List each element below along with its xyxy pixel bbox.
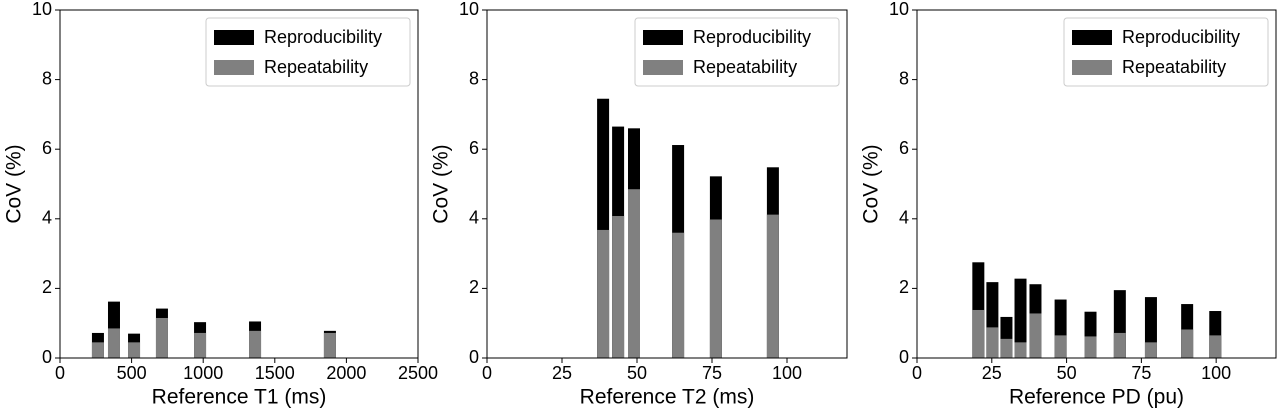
bar bbox=[155, 317, 168, 358]
y-tick-label: 6 bbox=[469, 138, 479, 158]
bar bbox=[1054, 335, 1067, 358]
x-axis-label: Reference T2 (ms) bbox=[580, 386, 755, 409]
y-tick-label: 8 bbox=[899, 68, 909, 88]
x-tick-label: 2500 bbox=[398, 363, 438, 383]
y-tick-label: 4 bbox=[42, 208, 52, 228]
y-tick-label: 2 bbox=[899, 277, 909, 297]
bar bbox=[1113, 332, 1126, 358]
x-axis-label: Reference PD (pu) bbox=[1009, 386, 1184, 409]
bar bbox=[986, 327, 999, 358]
bar bbox=[1181, 329, 1194, 358]
x-tick-label: 25 bbox=[552, 363, 572, 383]
bar bbox=[612, 216, 625, 358]
x-tick-label: 0 bbox=[912, 363, 922, 383]
legend-label: Repeatability bbox=[1122, 57, 1226, 77]
y-tick-label: 0 bbox=[42, 347, 52, 367]
y-tick-label: 2 bbox=[42, 277, 52, 297]
y-tick-label: 10 bbox=[459, 0, 479, 19]
bar bbox=[249, 330, 262, 358]
legend-swatch bbox=[1072, 60, 1112, 75]
bar bbox=[1029, 313, 1042, 358]
x-tick-label: 0 bbox=[482, 363, 492, 383]
bar bbox=[766, 214, 779, 358]
legend-swatch bbox=[214, 30, 254, 45]
x-tick-label: 100 bbox=[1201, 363, 1231, 383]
x-tick-label: 50 bbox=[627, 363, 647, 383]
panel: 0 25 50 75 100 0 2 4 6 8 10 Reference T2 (ms) CoV (%… bbox=[430, 0, 848, 409]
x-tick-label: 0 bbox=[55, 363, 65, 383]
bar bbox=[672, 232, 685, 358]
bar bbox=[1144, 342, 1157, 358]
panel: 0 500 1000 1500 2000 2500 0 2 4 6 8 10 Reference T1 … bbox=[3, 0, 438, 409]
bar bbox=[709, 219, 722, 358]
bar bbox=[1084, 336, 1097, 358]
x-tick-label: 25 bbox=[982, 363, 1002, 383]
x-tick-label: 100 bbox=[772, 363, 802, 383]
bar bbox=[972, 309, 985, 358]
y-tick-label: 8 bbox=[42, 68, 52, 88]
y-tick-label: 10 bbox=[889, 0, 909, 19]
legend-swatch bbox=[643, 30, 683, 45]
legend-box bbox=[1063, 17, 1269, 87]
x-tick-label: 50 bbox=[1057, 363, 1077, 383]
legend-label: Reproducibility bbox=[264, 27, 382, 47]
x-axis-label: Reference T1 (ms) bbox=[152, 386, 327, 409]
axes-frame bbox=[59, 9, 419, 359]
bar bbox=[597, 229, 610, 358]
y-tick-label: 4 bbox=[899, 208, 909, 228]
bar bbox=[1000, 338, 1013, 358]
y-tick-label: 6 bbox=[42, 138, 52, 158]
y-tick-label: 10 bbox=[32, 0, 52, 19]
bar bbox=[1209, 335, 1222, 358]
bar bbox=[91, 342, 104, 358]
bar bbox=[194, 332, 207, 358]
legend-swatch bbox=[643, 60, 683, 75]
legend-box bbox=[205, 17, 411, 87]
x-tick-label: 500 bbox=[117, 363, 147, 383]
y-tick-label: 4 bbox=[469, 208, 479, 228]
bar bbox=[323, 332, 336, 358]
legend-label: Repeatability bbox=[264, 57, 368, 77]
y-tick-label: 2 bbox=[469, 277, 479, 297]
y-axis-label: CoV (%) bbox=[430, 144, 453, 223]
panel: 0 25 50 75 100 0 2 4 6 8 10 Reference PD (pu) CoV (%… bbox=[860, 0, 1277, 409]
bar bbox=[128, 342, 141, 358]
bar bbox=[107, 328, 120, 358]
x-tick-label: 1500 bbox=[255, 363, 295, 383]
y-tick-label: 8 bbox=[469, 68, 479, 88]
x-tick-label: 2000 bbox=[326, 363, 366, 383]
legend-label: Reproducibility bbox=[693, 27, 811, 47]
x-tick-label: 75 bbox=[1131, 363, 1151, 383]
legend-swatch bbox=[1072, 30, 1112, 45]
y-tick-label: 0 bbox=[899, 347, 909, 367]
y-axis-label: CoV (%) bbox=[3, 144, 26, 223]
x-tick-label: 75 bbox=[702, 363, 722, 383]
axes-frame bbox=[916, 9, 1277, 359]
legend-label: Repeatability bbox=[693, 57, 797, 77]
y-axis-label: CoV (%) bbox=[860, 144, 883, 223]
legend-label: Reproducibility bbox=[1122, 27, 1240, 47]
y-tick-label: 0 bbox=[469, 347, 479, 367]
x-tick-label: 1000 bbox=[183, 363, 223, 383]
axes-frame bbox=[486, 9, 848, 359]
y-tick-label: 6 bbox=[899, 138, 909, 158]
legend-box bbox=[634, 17, 840, 87]
bar bbox=[1014, 278, 1027, 358]
legend-swatch bbox=[214, 60, 254, 75]
bar bbox=[1014, 342, 1027, 358]
bar bbox=[628, 189, 640, 358]
